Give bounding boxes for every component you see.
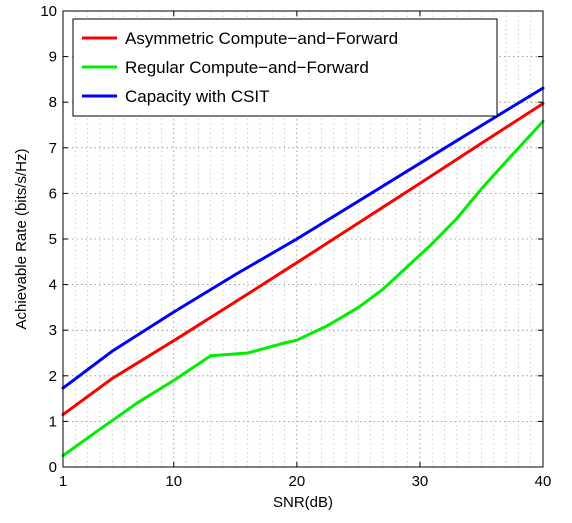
series-group: [61, 86, 545, 458]
series-line-2: [61, 119, 545, 458]
series-line-1: [61, 102, 545, 417]
x-tick-label: 30: [412, 473, 429, 490]
legend: Asymmetric Compute−and−Forward Regular Co…: [72, 18, 498, 117]
y-tick-label: 9: [49, 49, 57, 66]
plot-frame: [62, 10, 544, 468]
y-tick-label: 3: [49, 322, 57, 339]
y-tick-label: 8: [49, 94, 57, 111]
x-tick-label: 1: [59, 473, 67, 490]
y-tick-label: 1: [49, 413, 57, 430]
y-axis-label: Achievable Rate (bits/s/Hz): [13, 149, 30, 330]
legend-label-2: Regular Compute−and−Forward: [125, 58, 369, 77]
x-tick-label: 20: [289, 473, 306, 490]
legend-label-3: Capacity with CSIT: [125, 87, 270, 106]
y-tick-label: 7: [49, 140, 57, 157]
series-line-3: [61, 86, 545, 390]
x-axis-label: SNR(dB): [273, 494, 333, 511]
y-tick-label: 10: [40, 3, 57, 20]
y-tick-label: 5: [49, 231, 57, 248]
x-tick-label: 10: [165, 473, 182, 490]
y-tick-label: 2: [49, 368, 57, 385]
x-tick-label: 40: [535, 473, 552, 490]
y-tick-label: 6: [49, 185, 57, 202]
legend-label-1: Asymmetric Compute−and−Forward: [125, 29, 398, 48]
y-tick-label: 0: [49, 459, 57, 476]
legend-box: [72, 18, 498, 117]
y-tick-label: 4: [49, 277, 57, 294]
